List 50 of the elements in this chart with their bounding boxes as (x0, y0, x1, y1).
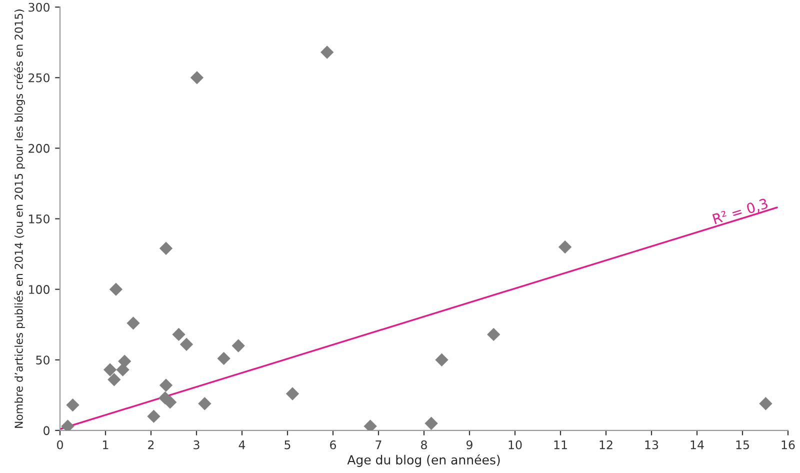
x-axis-title: Age du blog (en années) (347, 454, 500, 467)
point (487, 328, 500, 342)
annotation: R² = 0,3 (712, 198, 769, 226)
y-axis-title: Nombre d’articles publiés en 2014 (ou en 2015 pour les blogs créés en 2015) (14, 10, 25, 428)
point (159, 242, 173, 255)
point (232, 339, 245, 352)
point (217, 352, 230, 366)
point (286, 387, 300, 400)
x-tick-label: 2 (148, 440, 154, 450)
x-tick-label: 11 (554, 440, 567, 450)
point (172, 328, 186, 342)
point (103, 363, 117, 376)
point (198, 397, 212, 410)
point (180, 338, 194, 351)
point (759, 397, 772, 410)
y-tick-label: 150 (29, 214, 50, 224)
x-tick-label: 10 (508, 440, 522, 450)
point (164, 396, 177, 409)
x-tick-label: 3 (194, 440, 200, 450)
x-tick-label: 14 (690, 440, 704, 450)
x-tick-label: 4 (238, 440, 246, 450)
x-tick-label: 16 (782, 440, 795, 450)
point (435, 353, 448, 366)
y-tick-label: 200 (28, 144, 50, 153)
point (190, 71, 204, 84)
point (424, 416, 438, 430)
x-tick-label: 12 (600, 440, 612, 450)
x-tick-label: 8 (421, 440, 427, 450)
y-tick-label: 0 (44, 426, 50, 436)
x-tick-label: 13 (645, 440, 658, 450)
x-tick-label: 5 (284, 440, 290, 450)
point (159, 378, 173, 392)
y-tick-label: 300 (28, 2, 50, 12)
point (66, 398, 80, 412)
x-tick-label: 0 (57, 440, 63, 450)
point (109, 282, 123, 296)
x-tick-label: 1 (103, 440, 108, 450)
x-tick-label: 15 (736, 440, 749, 450)
x-tick-label: 7 (376, 440, 382, 450)
x-tick-label: 6 (330, 440, 336, 450)
point (558, 240, 572, 254)
y-tick-label: 50 (36, 356, 50, 365)
y-tick-label: 250 (28, 73, 50, 82)
point (126, 316, 140, 330)
y-tick-label: 100 (29, 285, 50, 294)
point (118, 354, 132, 368)
point (320, 46, 334, 59)
x-tick-label: 9 (466, 440, 472, 450)
point (108, 373, 121, 386)
point (147, 410, 160, 423)
